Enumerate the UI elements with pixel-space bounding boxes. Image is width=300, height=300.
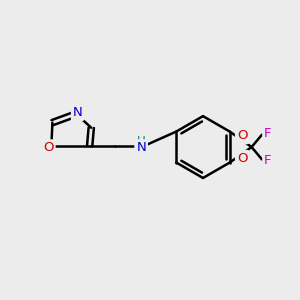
Text: N: N bbox=[73, 106, 82, 119]
Text: O: O bbox=[43, 141, 54, 154]
Text: F: F bbox=[264, 154, 272, 167]
Text: O: O bbox=[237, 152, 247, 165]
Text: F: F bbox=[264, 127, 272, 140]
Text: O: O bbox=[237, 129, 247, 142]
Text: N: N bbox=[136, 141, 146, 154]
Text: H: H bbox=[137, 134, 146, 148]
